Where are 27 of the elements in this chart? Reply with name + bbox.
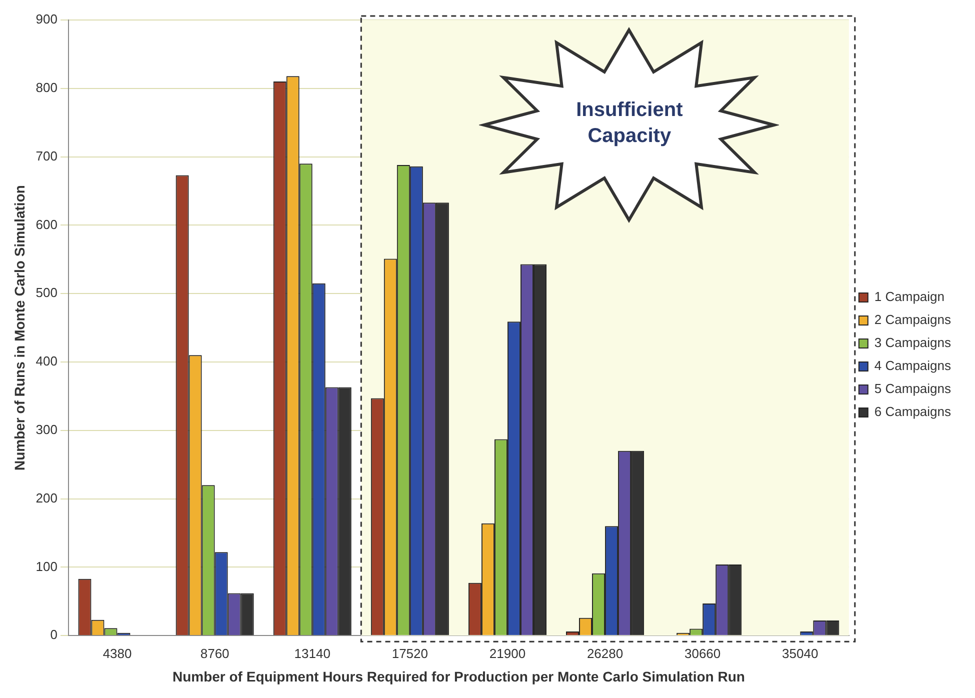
y-tick-label: 700	[36, 148, 58, 164]
y-tick-label: 300	[36, 422, 58, 437]
y-tick-label: 0	[50, 627, 58, 642]
x-tick-label: 26280	[586, 646, 624, 661]
y-tick-label: 400	[36, 354, 58, 369]
x-tick-label: 4380	[102, 646, 132, 661]
y-tick-label: 600	[36, 216, 58, 232]
y-axis-title: Number of Runs in Monte Carlo Simulation	[11, 185, 28, 471]
y-tick-label: 200	[36, 490, 58, 506]
y-tick-label: 900	[36, 12, 58, 27]
x-axis-title: Number of Equipment Hours Required for Production per Monte Carlo Simulation Run	[172, 668, 745, 684]
legend-label: 1 Campaign	[874, 289, 945, 304]
legend-label: 5 Campaigns	[874, 381, 952, 396]
y-tick-label: 800	[36, 80, 58, 95]
x-tick-label: 21900	[489, 646, 526, 661]
legend-label: 2 Campaigns	[874, 312, 952, 328]
legend-label: 4 Campaigns	[874, 358, 952, 374]
x-tick-label: 17520	[392, 646, 428, 661]
band-label: Insufficient Capacity	[575, 98, 684, 149]
x-tick-label: 30660	[684, 646, 721, 661]
x-tick-label: 35040	[782, 646, 818, 661]
legend-label: 6 Campaigns	[874, 404, 952, 420]
y-tick-label: 100	[36, 558, 58, 574]
legend-label: 3 Campaigns	[874, 335, 952, 350]
x-tick-label: 8760	[200, 646, 230, 661]
x-tick-label: 13140	[294, 646, 330, 661]
y-tick-label: 500	[36, 285, 58, 300]
